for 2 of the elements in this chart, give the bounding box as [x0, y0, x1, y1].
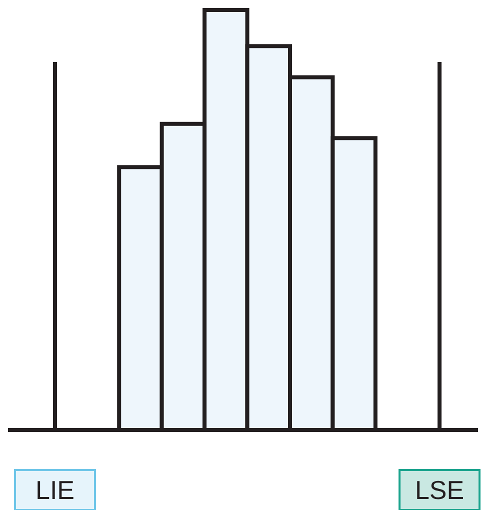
text: LSE: [414, 475, 464, 505]
text: LIE: [35, 475, 75, 505]
